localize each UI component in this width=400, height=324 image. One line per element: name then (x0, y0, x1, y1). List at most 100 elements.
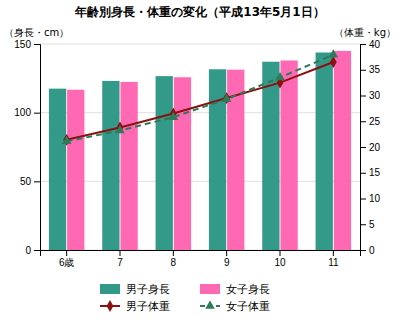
grid-line (40, 112, 360, 113)
marker (62, 136, 72, 144)
grid (40, 44, 360, 250)
bar (120, 82, 137, 250)
tick-mark (360, 199, 366, 200)
tick-label: 40 (369, 39, 381, 50)
legend-item: 女子身長 (200, 283, 270, 296)
tick-mark (333, 250, 334, 256)
line (67, 62, 334, 140)
grid-line (40, 44, 360, 45)
line-series (63, 56, 336, 146)
tick-mark (360, 96, 366, 97)
tick-mark (360, 70, 366, 71)
tick-mark (360, 224, 366, 225)
legend-label: 女子体重 (226, 300, 270, 313)
plot: （身長・cm） （体重・kg） 6歳 7 8 9 10 11 0 50 100 150 0 5 10 15 20… (4, 27, 396, 268)
tick-label: 25 (369, 116, 381, 127)
axis-domain (34, 45, 41, 251)
tick-label: 50 (20, 176, 32, 187)
legend: 男子身長 女子身長男子体重 女子体重 (100, 283, 270, 313)
tick: 25 (360, 116, 381, 127)
bar (156, 76, 173, 250)
legend-item: 男子体重 (100, 300, 170, 313)
line (67, 55, 334, 142)
bar (334, 51, 351, 250)
tick: 35 (360, 64, 381, 75)
tick-label: 0 (25, 245, 31, 256)
tick-mark (360, 44, 366, 45)
y2-axis-label: （体重・kg） (334, 27, 396, 38)
axis-domain (41, 251, 361, 257)
legend-item: 女子体重 (200, 300, 270, 313)
tick: 5 (360, 219, 375, 230)
tick-mark (34, 44, 40, 45)
marker (222, 94, 232, 102)
tick-mark (360, 121, 366, 122)
legend-marker (107, 300, 114, 312)
tick-label: 5 (369, 219, 375, 230)
marker (115, 125, 125, 133)
axis-domain (361, 45, 367, 251)
tick: 6歳 (59, 250, 75, 268)
tick-label: 100 (14, 107, 31, 118)
tick: 11 (328, 250, 339, 268)
tick-label: 7 (117, 257, 123, 268)
y2-axis: 0 5 10 15 20 25 30 35 40 (360, 39, 381, 256)
tick-mark (360, 250, 366, 251)
marker (275, 72, 285, 80)
marks (49, 49, 351, 250)
legend-item: 男子身長 (100, 283, 170, 296)
tick-label: 0 (369, 245, 375, 256)
legend-swatch (100, 284, 120, 294)
tick-label: 35 (369, 64, 381, 75)
legend-label: 女子身長 (226, 283, 270, 296)
legend-swatch (200, 284, 220, 294)
legend-label: 男子体重 (126, 300, 170, 313)
tick: 10 (274, 250, 286, 268)
tick: 40 (360, 39, 381, 50)
marker (169, 112, 179, 120)
chart: 年齢別身長・体重の変化（平成13年5月1日） （身長・cm） （体重・kg） 6歳 7 8… (0, 0, 400, 324)
tick: 30 (360, 90, 381, 101)
bar-series (49, 53, 333, 250)
tick: 0 (25, 245, 40, 256)
tick-label: 20 (369, 142, 381, 153)
legend-label: 男子身長 (126, 283, 170, 296)
grid-line (40, 181, 360, 182)
marker (330, 56, 337, 68)
marker (329, 49, 339, 57)
tick-mark (280, 250, 281, 256)
tick-label: 6歳 (59, 257, 75, 268)
bar (209, 69, 226, 250)
tick-mark (173, 250, 174, 256)
y-axis-label: （身長・cm） (4, 27, 69, 38)
bar (316, 53, 333, 250)
tick-label: 150 (14, 39, 31, 50)
tick-mark (34, 181, 40, 182)
legend-marker (205, 300, 215, 308)
tick-mark (66, 250, 67, 256)
bar (49, 89, 66, 250)
x-axis: 6歳 7 8 9 10 11 (41, 250, 361, 268)
tick-mark (360, 147, 366, 148)
tick-label: 30 (369, 90, 381, 101)
tick-mark (360, 173, 366, 174)
y-axis: 0 50 100 150 (14, 39, 40, 256)
tick-label: 10 (369, 193, 381, 204)
tick-mark (226, 250, 227, 256)
tick: 8 (171, 250, 177, 268)
title: 年齢別身長・体重の変化（平成13年5月1日） (74, 5, 324, 19)
bar (262, 62, 279, 250)
tick-label: 15 (369, 167, 381, 178)
tick-label: 11 (328, 257, 339, 268)
bar (102, 81, 119, 250)
tick: 20 (360, 142, 381, 153)
tick: 9 (224, 250, 230, 268)
bar (174, 77, 191, 250)
bar-series (67, 51, 351, 250)
tick: 150 (14, 39, 40, 50)
tick: 15 (360, 167, 381, 178)
tick-label: 8 (171, 257, 177, 268)
tick: 10 (360, 193, 381, 204)
bar (280, 60, 297, 250)
tick-label: 9 (224, 257, 230, 268)
